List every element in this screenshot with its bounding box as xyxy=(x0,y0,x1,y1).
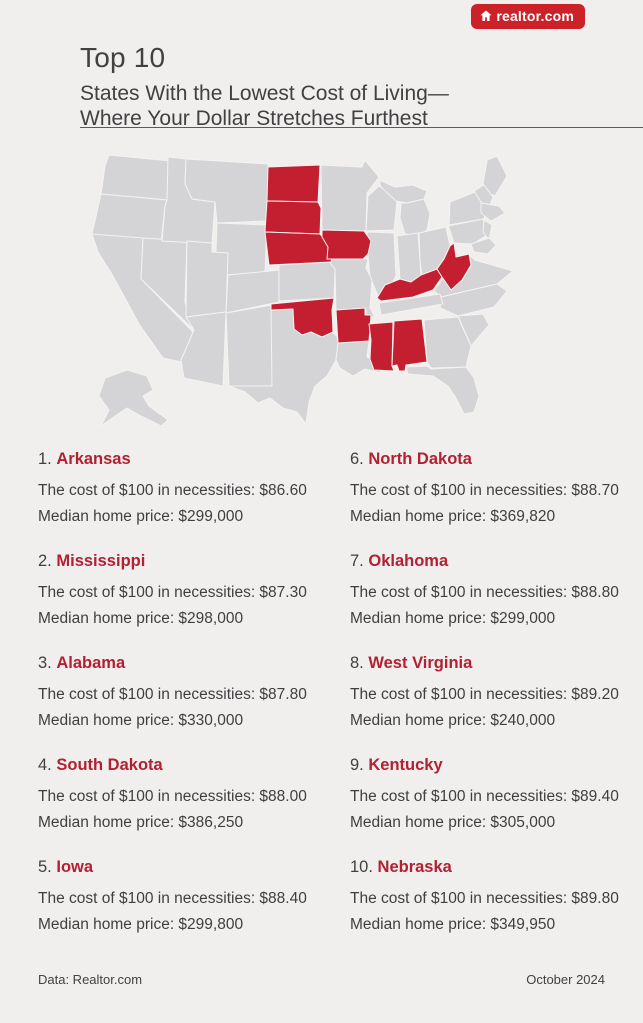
state-nm-shape xyxy=(225,304,273,390)
date-label: October 2024 xyxy=(526,972,605,987)
house-icon xyxy=(480,10,492,22)
ranked-list-left-column: 1. Arkansas The cost of $100 in necessiti… xyxy=(38,450,338,960)
item-state-name: Mississippi xyxy=(56,552,146,570)
item-state-name: Arkansas xyxy=(56,450,131,468)
state-fl-shape xyxy=(405,365,480,415)
state-co-shape xyxy=(225,269,281,314)
item-home-line: Median home price: $299,800 xyxy=(38,916,244,933)
item-rank: 9. xyxy=(350,756,369,774)
state-in-shape xyxy=(396,232,422,283)
item-rank: 6. xyxy=(350,450,369,468)
item-home-line: Median home price: $305,000 xyxy=(350,814,556,831)
realtor-logo: realtor.com xyxy=(471,4,585,29)
item-state-name: Nebraska xyxy=(377,858,452,876)
item-home-line: Median home price: $299,000 xyxy=(350,610,556,627)
item-rank: 2. xyxy=(38,552,57,570)
logo-text: realtor.com xyxy=(496,8,574,24)
title-divider xyxy=(80,127,643,128)
item-cost-line: The cost of $100 in necessities: $89.20 xyxy=(350,686,619,703)
list-item-title: 5. Iowa xyxy=(38,858,338,877)
item-state-name: South Dakota xyxy=(56,756,163,774)
state-wa-shape xyxy=(100,154,172,201)
data-source: Data: Realtor.com xyxy=(38,972,143,987)
state-ak-shape xyxy=(98,369,169,427)
item-rank: 1. xyxy=(38,450,57,468)
list-item-title: 8. West Virginia xyxy=(350,654,643,673)
item-state-name: West Virginia xyxy=(368,654,473,672)
page-title: Top 10 xyxy=(80,42,166,73)
item-home-line: Median home price: $298,000 xyxy=(38,610,244,627)
item-state-name: Kentucky xyxy=(368,756,443,774)
item-rank: 4. xyxy=(38,756,57,774)
item-home-line: Median home price: $369,820 xyxy=(350,508,556,525)
state-nc-shape xyxy=(439,283,508,317)
list-item: 9. Kentucky The cost of $100 in necessiti… xyxy=(350,756,643,831)
list-item: 3. Alabama The cost of $100 in necessitie… xyxy=(38,654,338,729)
item-state-name: North Dakota xyxy=(368,450,472,468)
list-item-title: 6. North Dakota xyxy=(350,450,643,469)
us-map-svg xyxy=(91,154,514,427)
list-item: 10. Nebraska The cost of $100 in necessit… xyxy=(350,858,643,933)
item-home-line: Median home price: $386,250 xyxy=(38,814,244,831)
state-md-shape xyxy=(470,237,497,255)
item-state-name: Oklahoma xyxy=(368,552,449,570)
item-cost-line: The cost of $100 in necessities: $88.70 xyxy=(350,482,619,499)
item-cost-line: The cost of $100 in necessities: $88.80 xyxy=(350,584,619,601)
item-rank: 3. xyxy=(38,654,57,672)
page-subtitle-line1: States With the Lowest Cost of Living— xyxy=(80,82,449,105)
item-home-line: Median home price: $330,000 xyxy=(38,712,244,729)
state-wv-shape xyxy=(436,242,472,291)
state-mi-shape xyxy=(399,198,431,237)
item-home-line: Median home price: $299,000 xyxy=(38,508,244,525)
state-nd-shape xyxy=(266,164,321,203)
list-item: 5. Iowa The cost of $100 in necessities: … xyxy=(38,858,338,933)
item-state-name: Iowa xyxy=(56,858,94,876)
item-state-name: Alabama xyxy=(56,654,126,672)
item-cost-line: The cost of $100 in necessities: $88.00 xyxy=(38,788,307,805)
list-item-title: 7. Oklahoma xyxy=(350,552,643,571)
state-la-shape xyxy=(335,340,382,377)
list-item-title: 3. Alabama xyxy=(38,654,338,673)
state-ks-shape xyxy=(278,261,336,302)
state-ut-shape xyxy=(185,240,229,318)
item-cost-line: The cost of $100 in necessities: $87.30 xyxy=(38,584,307,601)
state-tn-shape xyxy=(378,293,444,316)
item-cost-line: The cost of $100 in necessities: $89.40 xyxy=(350,788,619,805)
item-cost-line: The cost of $100 in necessities: $86.60 xyxy=(38,482,307,499)
list-item: 2. Mississippi The cost of $100 in necess… xyxy=(38,552,338,627)
ranked-list-right-column: 6. North Dakota The cost of $100 in neces… xyxy=(350,450,643,960)
state-ia-shape xyxy=(321,229,372,260)
state-az-shape xyxy=(180,311,227,387)
item-cost-line: The cost of $100 in necessities: $89.80 xyxy=(350,890,619,907)
list-item-title: 2. Mississippi xyxy=(38,552,338,571)
list-item: 1. Arkansas The cost of $100 in necessiti… xyxy=(38,450,338,525)
state-wi-shape xyxy=(365,185,398,232)
list-item: 4. South Dakota The cost of $100 in neces… xyxy=(38,756,338,831)
item-rank: 10. xyxy=(350,858,378,876)
item-cost-line: The cost of $100 in necessities: $87.80 xyxy=(38,686,307,703)
item-home-line: Median home price: $240,000 xyxy=(350,712,556,729)
state-ms-shape xyxy=(368,321,395,372)
state-ar-shape xyxy=(335,307,372,344)
list-item-title: 9. Kentucky xyxy=(350,756,643,775)
state-sd-shape xyxy=(264,200,322,235)
page-subtitle-line2: Where Your Dollar Stretches Furthest xyxy=(80,107,428,130)
list-item: 8. West Virginia The cost of $100 in nece… xyxy=(350,654,643,729)
title-block: Top 10 States With the Lowest Cost of Li… xyxy=(80,42,623,131)
us-map xyxy=(75,140,565,440)
item-rank: 5. xyxy=(38,858,57,876)
list-item-title: 1. Arkansas xyxy=(38,450,338,469)
item-rank: 8. xyxy=(350,654,369,672)
list-item-title: 10. Nebraska xyxy=(350,858,643,877)
item-home-line: Median home price: $349,950 xyxy=(350,916,556,933)
list-item-title: 4. South Dakota xyxy=(38,756,338,775)
item-rank: 7. xyxy=(350,552,369,570)
list-item: 7. Oklahoma The cost of $100 in necessiti… xyxy=(350,552,643,627)
state-ok-shape xyxy=(270,297,335,338)
list-item: 6. North Dakota The cost of $100 in neces… xyxy=(350,450,643,525)
state-al-shape xyxy=(391,318,428,372)
state-ma-ct-ri-shape xyxy=(480,202,506,222)
footer: Data: Realtor.com October 2024 xyxy=(38,972,605,987)
item-cost-line: The cost of $100 in necessities: $88.40 xyxy=(38,890,307,907)
